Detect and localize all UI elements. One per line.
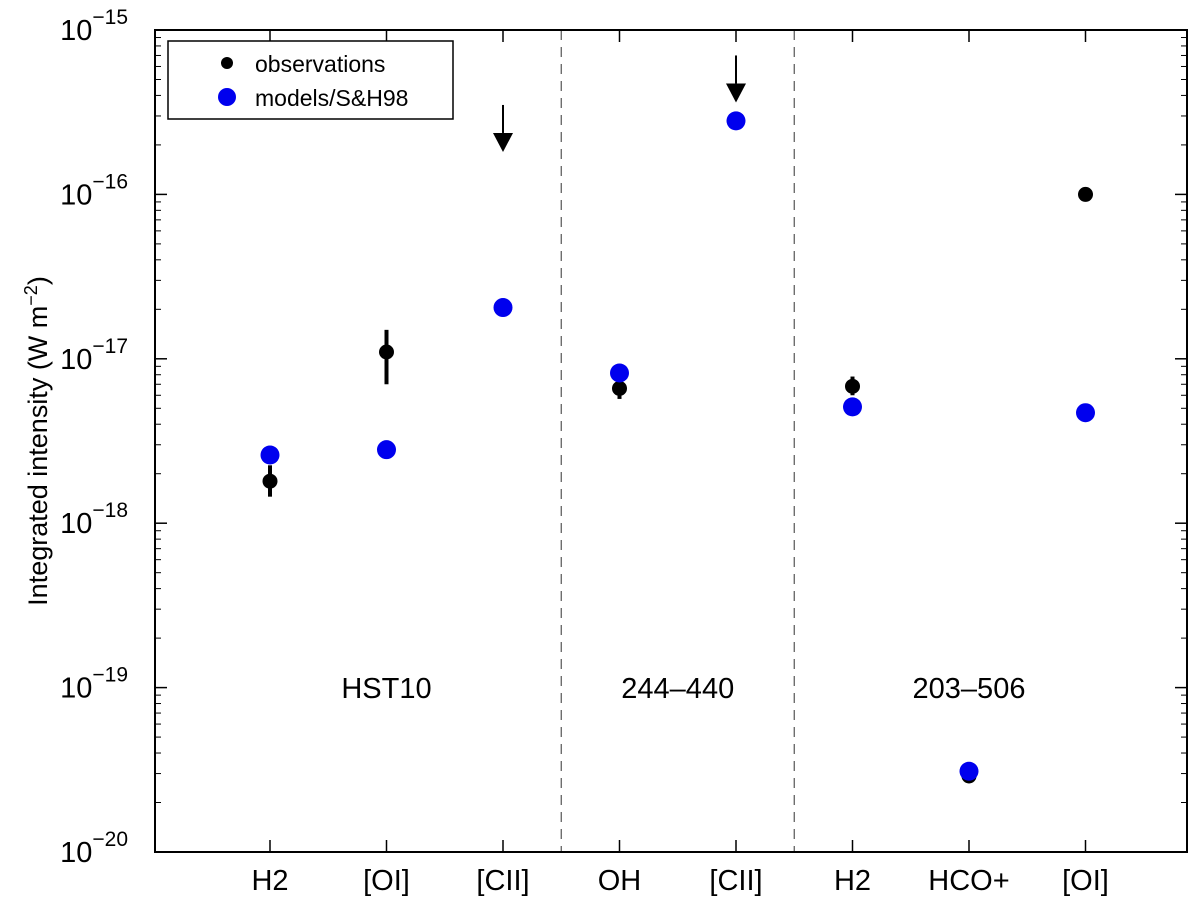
model-point (610, 363, 629, 383)
y-tick-exponent: −19 (92, 664, 128, 687)
upper-limit-arrow-head (493, 132, 513, 152)
model-point (843, 397, 862, 417)
group-label: HST10 (341, 673, 431, 705)
legend-marker-observations (221, 57, 233, 69)
x-tick-labels: H2 [OI] [CII] OH [CII] H2 HCO+ [OI] (251, 865, 1108, 897)
y-tick-base: 10 (60, 15, 92, 47)
y-tick-label: 10−15 (60, 6, 128, 47)
y-tick-base: 10 (60, 508, 92, 540)
model-point (726, 111, 746, 131)
y-tick-exponent: −16 (92, 170, 128, 193)
y-tick-base: 10 (60, 837, 92, 869)
x-category-label: OH (598, 865, 642, 897)
x-category-label: [OI] (363, 865, 410, 897)
y-axis-label-close: ) (23, 276, 53, 285)
legend: observations models/S&H98 (167, 40, 454, 120)
y-tick-exponent: −20 (92, 828, 128, 851)
x-category-label: H2 (834, 865, 871, 897)
group-labels: HST10 244–440 203–506 (341, 673, 1025, 705)
y-tick-exponent: −17 (92, 335, 128, 358)
group-label: 244–440 (621, 673, 734, 705)
x-category-label: H2 (251, 865, 288, 897)
upper-limit-arrow-head (726, 83, 746, 103)
x-category-label: HCO+ (928, 865, 1009, 897)
y-axis-label: Integrated intensity (W m−2) (21, 276, 53, 606)
model-point (1076, 403, 1095, 423)
x-category-label: [CII] (709, 865, 762, 897)
model-point (959, 761, 979, 781)
x-category-label: [OI] (1062, 865, 1109, 897)
group-label: 203–506 (913, 673, 1026, 705)
y-tick-base: 10 (60, 179, 92, 211)
y-tick-exponent: −15 (92, 6, 128, 29)
model-point (493, 298, 513, 318)
x-category-label: [CII] (476, 865, 529, 897)
y-axis-label-superscript: −2 (21, 285, 41, 306)
y-tick-label: 10−19 (60, 664, 128, 705)
model-point (377, 440, 396, 460)
legend-label-observations: observations (255, 51, 385, 77)
legend-marker-models (218, 88, 236, 106)
legend-label-models: models/S&H98 (255, 85, 408, 111)
observation-point (1078, 186, 1093, 202)
y-tick-label: 10−20 (60, 828, 128, 869)
observation-point (845, 378, 860, 394)
plot-frame (154, 29, 1188, 853)
data-marks (260, 55, 1095, 784)
model-point (260, 445, 280, 465)
group-separators (560, 30, 795, 852)
observation-point (262, 473, 278, 489)
observation-point (612, 380, 627, 396)
plot-area-background (155, 30, 1187, 852)
observation-point (379, 344, 394, 360)
y-tick-label: 10−16 (60, 170, 128, 211)
y-tick-label: 10−18 (60, 499, 128, 540)
y-tick-exponent: −18 (92, 499, 128, 522)
y-tick-base: 10 (60, 673, 92, 705)
y-tick-label: 10−17 (60, 335, 128, 376)
y-axis-label-text: Integrated intensity (W m (23, 306, 53, 606)
y-tick-base: 10 (60, 344, 92, 376)
legend-box (167, 40, 454, 120)
